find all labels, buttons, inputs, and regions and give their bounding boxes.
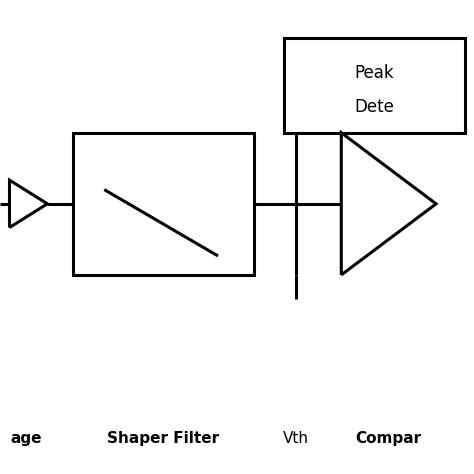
Text: Vth: Vth	[283, 431, 309, 446]
Text: age: age	[10, 431, 42, 446]
Text: Dete: Dete	[355, 98, 394, 116]
Text: Peak: Peak	[355, 64, 394, 82]
Bar	[284, 38, 465, 133]
Text: Compar: Compar	[356, 431, 422, 446]
Text: Shaper Filter: Shaper Filter	[108, 431, 219, 446]
Bar	[73, 133, 254, 275]
